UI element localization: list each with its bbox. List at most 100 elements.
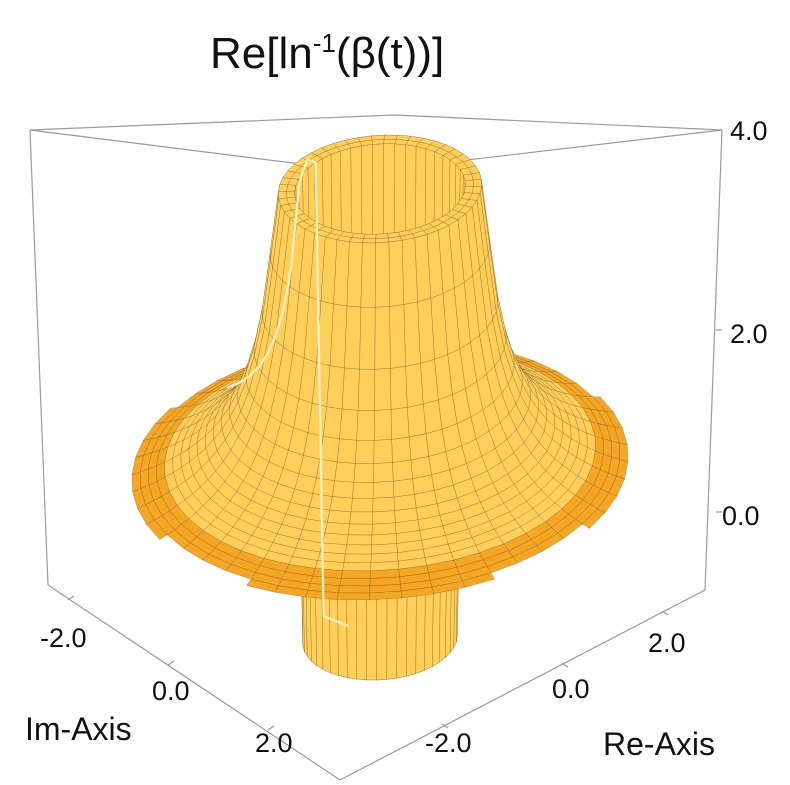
surface-patch [326,365,345,410]
surface-patch [372,481,395,499]
surface-patch [389,304,406,369]
surface-patch [356,410,375,441]
surface-patch [353,463,375,483]
z-tick-label-top: 4.0 [730,116,768,146]
x-tick-mark [441,723,449,729]
surface-patch [463,173,474,182]
surface-patch [329,496,353,513]
surface-patch [327,509,352,525]
surface-patch [374,306,391,370]
surface-patch [278,191,288,199]
surface-patch [391,436,412,463]
surface-patch [464,179,474,188]
surface-patch [371,533,397,546]
surface-patch [422,399,443,435]
surface-patch [345,544,372,555]
chart-title-sup: -1 [313,28,336,58]
surface-patch [286,184,297,192]
surface-highlight-line [226,157,349,627]
surface-patch [343,553,372,564]
surface-patch [373,462,394,483]
surface-patch [403,301,421,367]
x-tick-label-neg2: -2.0 [425,728,472,758]
surface-patch [371,139,385,145]
surface-patch [339,408,359,441]
surface-patch [363,233,377,239]
y-axis-label: Im-Axis [25,711,132,747]
surface-patch [371,543,398,555]
chart-title-main: Re[ln [210,29,313,78]
surface-patch [405,363,424,408]
surface-patch [373,439,393,464]
surface-patch [336,438,357,464]
surface-patch [334,461,356,483]
x-tick-label-2: 2.0 [648,628,686,658]
y-tick-mark [167,660,175,666]
surface-patch [337,585,371,594]
surface-patch [390,407,410,440]
surface-patch [383,134,398,140]
x-tick-label-0: 0.0 [552,674,590,704]
surface-patch [362,238,377,244]
surface-patch [346,534,373,546]
chart-title: Re[ln-1(β(t))] [210,28,444,78]
surface-patch [357,368,376,411]
surface-patch [316,459,338,482]
surface-patch [471,186,482,194]
surface-patch [374,368,392,411]
x-tick-mark [661,610,669,616]
surface-patch [372,510,396,525]
x-axis-label: Re-Axis [603,726,715,762]
surface-patch [360,242,376,308]
surface-patch [359,306,376,370]
surface-patch [347,523,373,536]
surface-patch [332,480,355,499]
surface-patch [146,519,168,541]
surface-patch [408,433,429,461]
surface-patch [344,305,362,370]
surface-patch [339,578,371,587]
bounding-box-front [29,114,723,781]
y-tick-mark [67,595,75,601]
tick-marks [67,129,722,731]
surface-patch [401,237,418,305]
surface-patch [610,440,621,460]
surface-patch [342,562,372,572]
surface-patch [286,190,296,199]
surface-patch [346,241,363,308]
y-tick-mark [267,725,275,731]
surface-patch [371,522,397,536]
surface-patch [618,442,629,463]
surface-patch [373,409,392,441]
surface-patch [324,521,350,536]
surface-patch [472,179,482,187]
y-tick-label-2: 2.0 [255,728,293,758]
surface-patch [390,366,408,410]
surface-patch [323,406,343,440]
surface-patch [407,403,427,438]
surface-patch [392,459,413,482]
surface-patch [383,139,397,145]
z-tick-label-zero: 0.0 [722,501,760,531]
surface-patch [368,590,402,601]
chart-title-tail: (β(t))] [336,29,444,78]
surface-patch [319,436,340,463]
surface-patch [388,240,405,307]
surface-patch [340,570,371,579]
surface [131,134,629,681]
z-tick-label-mid: 2.0 [730,319,768,349]
surface-patch [372,496,395,513]
surface-patch [349,511,374,525]
surface-patch [350,497,374,513]
surface-patch [341,367,360,411]
surface-patch [278,184,289,192]
surface-patch [392,478,415,498]
surface-patch [374,241,390,308]
y-tick-label-neg2: -2.0 [40,623,87,653]
surface-patch [463,186,474,194]
surface-patch [336,592,370,601]
surface-patch [582,508,606,529]
surface-patch [352,482,374,499]
y-tick-label-0: 0.0 [152,676,190,706]
